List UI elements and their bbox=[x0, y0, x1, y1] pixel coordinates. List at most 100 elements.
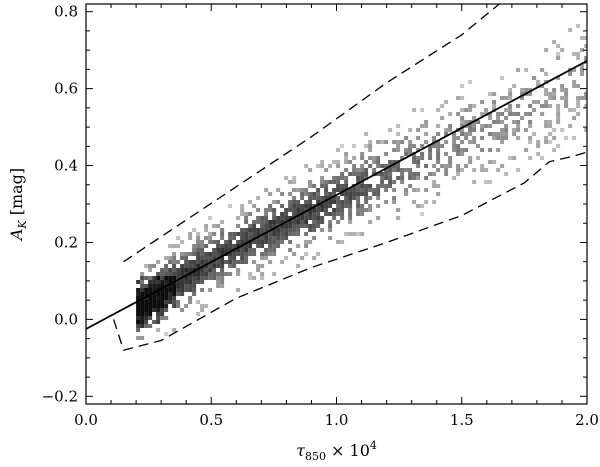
heatmap-cell bbox=[296, 244, 301, 248]
heatmap-cell bbox=[460, 124, 465, 128]
heatmap-cell bbox=[508, 156, 513, 160]
heatmap-cell bbox=[356, 196, 361, 200]
heatmap-cell bbox=[304, 208, 309, 212]
heatmap-cell bbox=[260, 256, 265, 260]
heatmap-cell bbox=[328, 236, 333, 240]
heatmap-cell bbox=[160, 300, 165, 304]
heatmap-cell bbox=[252, 228, 257, 232]
heatmap-cell bbox=[292, 208, 297, 212]
heatmap-cell bbox=[504, 172, 509, 176]
axis-ticks bbox=[85, 4, 588, 404]
heatmap-cell bbox=[252, 204, 257, 208]
heatmap-cell bbox=[172, 328, 177, 332]
heatmap-cell bbox=[252, 220, 257, 224]
heatmap-cell bbox=[376, 188, 381, 192]
heatmap-cell bbox=[532, 76, 537, 80]
heatmap-cell bbox=[216, 224, 221, 228]
heatmap-cell bbox=[304, 204, 309, 208]
heatmap-cell bbox=[236, 252, 241, 256]
heatmap-cell bbox=[156, 304, 161, 308]
heatmap-cell bbox=[544, 72, 549, 76]
heatmap-cell bbox=[568, 124, 573, 128]
heatmap-cell bbox=[512, 84, 517, 88]
heatmap-cell bbox=[320, 184, 325, 188]
heatmap-cell bbox=[356, 172, 361, 176]
heatmap-cell bbox=[428, 172, 433, 176]
heatmap-cell bbox=[188, 280, 193, 284]
heatmap-cell bbox=[556, 144, 561, 148]
heatmap-cell bbox=[488, 116, 493, 120]
heatmap-cell bbox=[444, 128, 449, 132]
heatmap-cell bbox=[160, 308, 165, 312]
heatmap-cell bbox=[252, 240, 257, 244]
heatmap-cell bbox=[264, 252, 269, 256]
heatmap-cell bbox=[140, 336, 145, 340]
heatmap-cell bbox=[320, 180, 325, 184]
heatmap-cell bbox=[288, 232, 293, 236]
heatmap-cell bbox=[456, 148, 461, 152]
heatmap-cell bbox=[184, 304, 189, 308]
heatmap-cell bbox=[580, 68, 585, 72]
heatmap-cell bbox=[188, 236, 193, 240]
heatmap-cell bbox=[348, 208, 353, 212]
heatmap-cell bbox=[524, 68, 529, 72]
heatmap-cell bbox=[556, 56, 561, 60]
heatmap-cell bbox=[304, 240, 309, 244]
heatmap-cell bbox=[512, 112, 517, 116]
heatmap-cell bbox=[188, 276, 193, 280]
heatmap-cell bbox=[412, 200, 417, 204]
heatmap-cell bbox=[216, 240, 221, 244]
heatmap-cell bbox=[568, 108, 573, 112]
heatmap-cell bbox=[384, 184, 389, 188]
heatmap-cell bbox=[368, 164, 373, 168]
heatmap-cell bbox=[260, 272, 265, 276]
heatmap-cell bbox=[480, 112, 485, 116]
heatmap-cell bbox=[316, 252, 321, 256]
heatmap-cell bbox=[204, 276, 209, 280]
heatmap-cell bbox=[268, 208, 273, 212]
heatmap-cell bbox=[212, 272, 217, 276]
heatmap-cell bbox=[276, 220, 281, 224]
heatmap-cell bbox=[300, 208, 305, 212]
heatmap-cell bbox=[208, 276, 213, 280]
heatmap-cell bbox=[152, 264, 157, 268]
heatmap-cell bbox=[376, 184, 381, 188]
heatmap-cell bbox=[580, 64, 585, 68]
heatmap-cell bbox=[280, 220, 285, 224]
heatmap-cell bbox=[264, 212, 269, 216]
heatmap-cell bbox=[224, 260, 229, 264]
heatmap-cell bbox=[344, 232, 349, 236]
heatmap-cell bbox=[292, 224, 297, 228]
heatmap-cell bbox=[216, 252, 221, 256]
heatmap-cell bbox=[404, 148, 409, 152]
heatmap-cell bbox=[412, 144, 417, 148]
heatmap-cell bbox=[140, 308, 145, 312]
heatmap-cell bbox=[444, 140, 449, 144]
heatmap-cell bbox=[424, 200, 429, 204]
heatmap-cell bbox=[480, 148, 485, 152]
heatmap-cell bbox=[380, 184, 385, 188]
heatmap-cell bbox=[500, 128, 505, 132]
heatmap-cell bbox=[340, 212, 345, 216]
heatmap-cell bbox=[420, 156, 425, 160]
heatmap-cell bbox=[236, 244, 241, 248]
heatmap-cell bbox=[288, 192, 293, 196]
heatmap-cell bbox=[216, 260, 221, 264]
heatmap-cell bbox=[236, 240, 241, 244]
heatmap-cell bbox=[312, 220, 317, 224]
heatmap-cell bbox=[428, 156, 433, 160]
heatmap-cell bbox=[268, 236, 273, 240]
heatmap-cell bbox=[272, 228, 277, 232]
heatmap-cell bbox=[236, 268, 241, 272]
heatmap-cell bbox=[544, 88, 549, 92]
heatmap-cell bbox=[352, 172, 357, 176]
heatmap-cell bbox=[364, 200, 369, 204]
heatmap-cell bbox=[328, 192, 333, 196]
heatmap-cell bbox=[496, 136, 501, 140]
heatmap-cell bbox=[156, 260, 161, 264]
heatmap-cell bbox=[320, 228, 325, 232]
x-axis-label-symbol: τ bbox=[296, 441, 306, 460]
heatmap-cell bbox=[280, 236, 285, 240]
heatmap-cell bbox=[304, 252, 309, 256]
heatmap-cell bbox=[432, 136, 437, 140]
